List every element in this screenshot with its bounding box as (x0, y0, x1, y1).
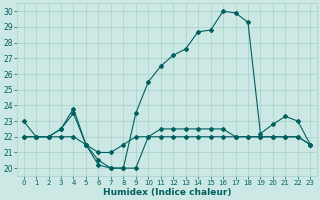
X-axis label: Humidex (Indice chaleur): Humidex (Indice chaleur) (103, 188, 231, 197)
